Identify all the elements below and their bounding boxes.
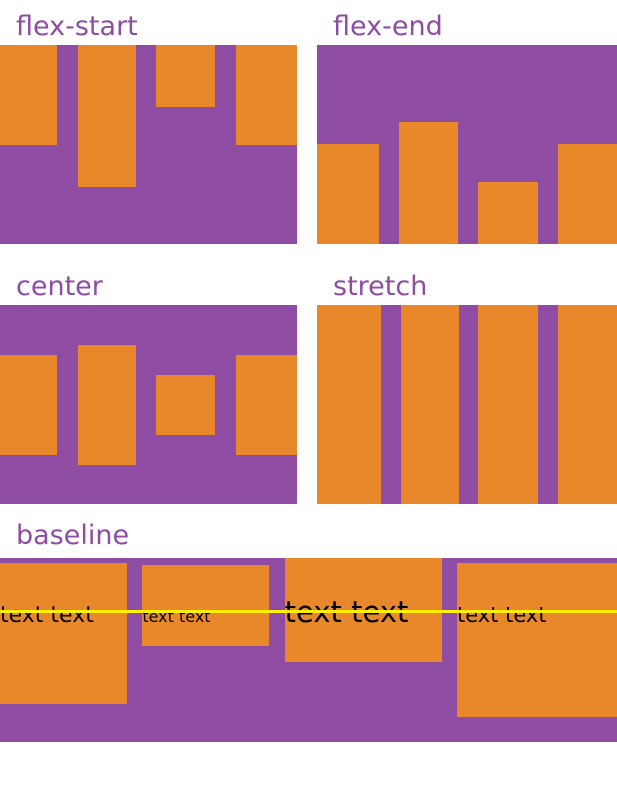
flex-item (317, 144, 379, 244)
flex-item (478, 305, 539, 504)
flex-item-text: text text (284, 595, 409, 629)
flex-item (77, 344, 136, 465)
demo-label-stretch: stretch (333, 271, 428, 302)
flex-item: text text (284, 558, 442, 662)
flex-item: text text (0, 563, 127, 704)
demo-flex-end: flex-end (317, 12, 617, 244)
demo-label-flex-end: flex-end (333, 11, 443, 42)
flex-item (77, 45, 136, 187)
demo-center: center (0, 272, 297, 504)
flex-item (558, 144, 617, 244)
flex-container-flex-end (317, 45, 617, 244)
flex-item (400, 305, 459, 504)
flex-item (235, 354, 297, 455)
demo-baseline: baseline text text text text text text t… (0, 521, 617, 742)
demo-label-baseline: baseline (16, 520, 130, 551)
flex-item (156, 45, 216, 107)
demo-flex-start: flex-start (0, 12, 297, 244)
flex-container-baseline: text text text text text text text text (0, 558, 617, 742)
flex-item (478, 182, 538, 244)
flex-item (557, 305, 617, 504)
flex-item-text: text text (142, 607, 211, 626)
flex-item (235, 45, 297, 145)
flex-item-text: text text (456, 603, 547, 627)
demo-stretch: stretch (317, 272, 617, 504)
flex-item (0, 354, 57, 455)
flex-container-center (0, 305, 297, 504)
demo-label-center: center (16, 271, 103, 302)
flex-item: text text (456, 563, 617, 717)
flex-container-stretch (317, 305, 617, 504)
flex-item (0, 45, 57, 145)
demo-label-flex-start: flex-start (16, 11, 138, 42)
flex-item: text text (142, 565, 270, 646)
flex-item (399, 122, 458, 244)
flex-item (156, 374, 216, 435)
flex-item (317, 305, 381, 504)
flex-container-flex-start (0, 45, 297, 244)
flex-item-text: text text (0, 603, 94, 628)
